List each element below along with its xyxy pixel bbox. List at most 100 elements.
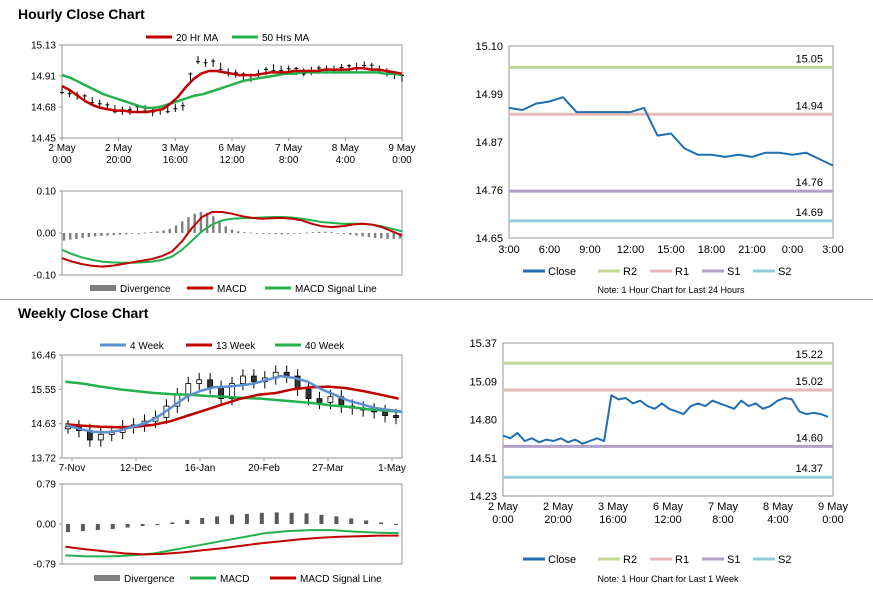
divergence-bar bbox=[137, 233, 140, 234]
x-tick-label: 20:00 bbox=[106, 155, 131, 166]
x-tick-label: 7-Nov bbox=[59, 463, 86, 474]
hourly-pivot-frame bbox=[508, 45, 834, 239]
divergence-bar bbox=[162, 230, 165, 233]
x-tick-label: 6 May bbox=[218, 143, 245, 154]
divergence-bar bbox=[215, 516, 220, 524]
legend-divergence-label: Divergence bbox=[120, 284, 171, 295]
divergence-bar bbox=[243, 232, 246, 233]
x-tick-label: 15:00 bbox=[657, 244, 685, 256]
weekly-pivot-frame bbox=[502, 342, 834, 497]
divergence-bar bbox=[304, 513, 309, 524]
y-tick-label: 15.09 bbox=[469, 376, 497, 388]
legend-divergence-swatch bbox=[90, 285, 116, 291]
y-tick-label: 14.63 bbox=[31, 419, 56, 430]
weekly-macd-line bbox=[65, 529, 399, 558]
divergence-bar bbox=[361, 233, 364, 237]
divergence-bar bbox=[349, 233, 352, 235]
x-tick-label: 12:00 bbox=[654, 514, 682, 526]
divergence-bar bbox=[181, 221, 184, 233]
x-tick-label: 6:00 bbox=[539, 244, 560, 256]
y-tick-label: -0.79 bbox=[33, 560, 56, 571]
divergence-bar bbox=[112, 233, 115, 236]
hourly-section-title: Hourly Close Chart bbox=[18, 6, 145, 22]
divergence-bar bbox=[274, 512, 279, 524]
legend-ma50-label: 50 Hrs MA bbox=[262, 33, 310, 44]
y-tick-label: 15.10 bbox=[475, 41, 503, 53]
divergence-bar bbox=[100, 233, 103, 236]
divergence-bar bbox=[110, 524, 115, 530]
week13-line bbox=[65, 385, 399, 429]
x-tick-label: 2 May bbox=[48, 143, 75, 154]
x-tick-label: 9:00 bbox=[579, 244, 600, 256]
x-tick-label: 21:00 bbox=[738, 244, 766, 256]
candle-body bbox=[250, 375, 257, 383]
x-tick-label: 0:00 bbox=[52, 155, 72, 166]
y-tick-label: 14.45 bbox=[31, 134, 56, 145]
divergence-bar bbox=[364, 520, 369, 524]
divergence-bar bbox=[268, 233, 271, 234]
x-tick-label: 9 May bbox=[388, 143, 415, 154]
divergence-bar bbox=[187, 217, 190, 233]
r2-level-label: 15.22 bbox=[795, 349, 823, 361]
divergence-bar bbox=[379, 522, 384, 524]
divergence-bar bbox=[80, 524, 85, 532]
weekly-signal-line bbox=[65, 534, 399, 556]
x-tick-label: 18:00 bbox=[698, 244, 726, 256]
legend-40week-label: 40 Week bbox=[305, 341, 345, 352]
y-tick-label: 13.72 bbox=[31, 454, 56, 465]
x-tick-label: 0:00 bbox=[822, 514, 843, 526]
divergence-bar bbox=[156, 231, 159, 233]
x-tick-label: 7 May bbox=[275, 143, 302, 154]
candle-body bbox=[97, 433, 104, 441]
divergence-bar bbox=[170, 522, 175, 524]
divergence-bar bbox=[125, 524, 130, 528]
s2-level-label: 14.37 bbox=[795, 463, 823, 475]
x-tick-label: 8:00 bbox=[712, 514, 733, 526]
legend-s2-label: S2 bbox=[778, 266, 791, 278]
legend-13week-label: 13 Week bbox=[216, 341, 256, 352]
legend-ma20-label: 20 Hr MA bbox=[176, 33, 219, 44]
divergence-bar bbox=[95, 524, 100, 531]
candle-body bbox=[207, 379, 214, 388]
week4-line bbox=[65, 374, 403, 434]
section-divider bbox=[0, 299, 873, 300]
r1-level-label: 15.02 bbox=[795, 376, 823, 388]
divergence-bar bbox=[237, 231, 240, 233]
x-tick-label: 8:00 bbox=[279, 155, 299, 166]
divergence-bar bbox=[205, 212, 209, 233]
x-tick-label: 20-Feb bbox=[248, 463, 280, 474]
divergence-bar bbox=[69, 233, 72, 240]
divergence-bar bbox=[140, 524, 145, 527]
divergence-bar bbox=[244, 513, 249, 524]
hourly-pivot-close-line bbox=[508, 96, 834, 167]
x-tick-label: 12:00 bbox=[219, 155, 244, 166]
x-tick-label: 0:00 bbox=[392, 155, 412, 166]
divergence-bar bbox=[317, 231, 321, 233]
s1-level-label: 14.60 bbox=[795, 432, 823, 444]
y-tick-label: 14.76 bbox=[475, 185, 503, 197]
s1-level-label: 14.76 bbox=[795, 177, 823, 189]
divergence-bar bbox=[259, 512, 264, 524]
weekly-price-frame bbox=[61, 354, 403, 459]
divergence-bar bbox=[193, 213, 196, 233]
divergence-bar bbox=[394, 524, 398, 525]
x-tick-label: 16-Jan bbox=[185, 463, 216, 474]
divergence-bar bbox=[199, 212, 203, 233]
y-tick-label: 0.00 bbox=[37, 229, 57, 240]
divergence-bar bbox=[373, 233, 377, 239]
divergence-bar bbox=[286, 233, 290, 234]
ma50-line bbox=[61, 71, 403, 110]
divergence-bar bbox=[319, 514, 324, 524]
candle-body bbox=[305, 388, 312, 400]
hourly-price-frame bbox=[61, 44, 403, 139]
x-tick-label: 0:00 bbox=[492, 514, 513, 526]
legend-divergence-label: Divergence bbox=[124, 574, 175, 585]
legend-r1-label: R1 bbox=[675, 266, 689, 278]
x-tick-label: 3:00 bbox=[822, 244, 843, 256]
week40-line bbox=[65, 380, 403, 414]
x-tick-label: 3 May bbox=[162, 143, 189, 154]
divergence-bar bbox=[274, 233, 277, 235]
candle-body bbox=[229, 383, 235, 400]
y-tick-label: 14.91 bbox=[31, 72, 56, 83]
y-tick-label: 0.10 bbox=[37, 187, 57, 198]
